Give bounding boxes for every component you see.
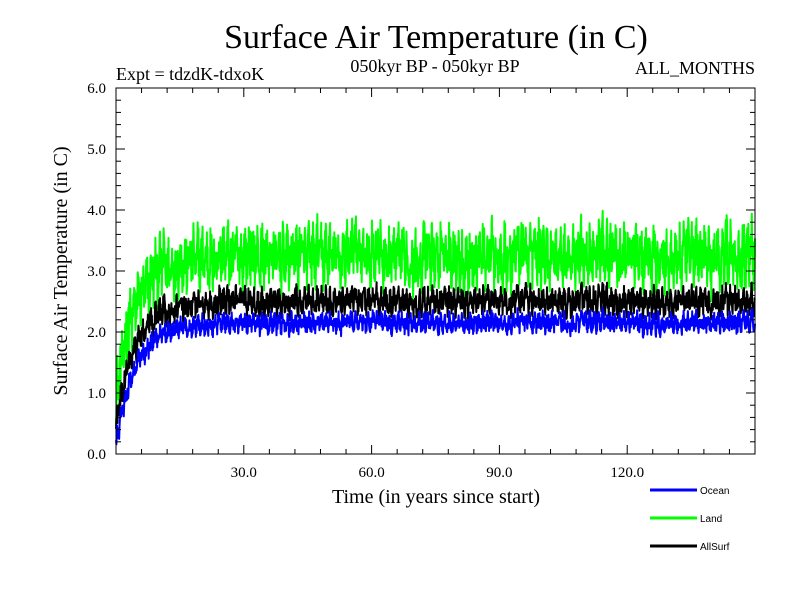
series-line-allsurf xyxy=(115,281,756,429)
period-label: 050kyr BP - 050kyr BP xyxy=(350,56,519,76)
legend: Ocean Land AllSurf xyxy=(650,486,730,553)
x-tick-label: 60.0 xyxy=(358,465,384,481)
x-tick-label: 30.0 xyxy=(231,465,257,481)
chart-title: Surface Air Temperature (in C) xyxy=(224,19,648,56)
experiment-label: Expt = tdzdK-tdxoK xyxy=(116,64,264,84)
y-tick-label: 1.0 xyxy=(87,386,106,402)
series-line-land xyxy=(115,209,756,424)
legend-label-land: Land xyxy=(700,514,722,525)
y-tick-label: 5.0 xyxy=(87,142,106,158)
y-tick-label: 3.0 xyxy=(87,264,106,280)
axis-layer: 30.0 60.0 90.0 120.0 0.0 1.0 2.0 3.0 4.0 5.0 6.0 xyxy=(87,81,756,481)
legend-label-ocean: Ocean xyxy=(700,486,729,497)
y-tick-label: 0.0 xyxy=(87,447,106,463)
y-tick-label: 2.0 xyxy=(87,325,106,341)
x-axis-label: Time (in years since start) xyxy=(332,486,540,508)
series-line-ocean xyxy=(115,306,756,446)
y-tick-label: 4.0 xyxy=(87,203,106,219)
months-label: ALL_MONTHS xyxy=(635,58,755,78)
x-tick-label: 120.0 xyxy=(610,465,644,481)
y-axis-label: Surface Air Temperature (in C) xyxy=(50,146,72,395)
x-tick-label: 90.0 xyxy=(486,465,512,481)
y-tick-label: 6.0 xyxy=(87,81,106,97)
legend-label-allsurf: AllSurf xyxy=(700,542,730,553)
series-layer xyxy=(115,209,756,446)
